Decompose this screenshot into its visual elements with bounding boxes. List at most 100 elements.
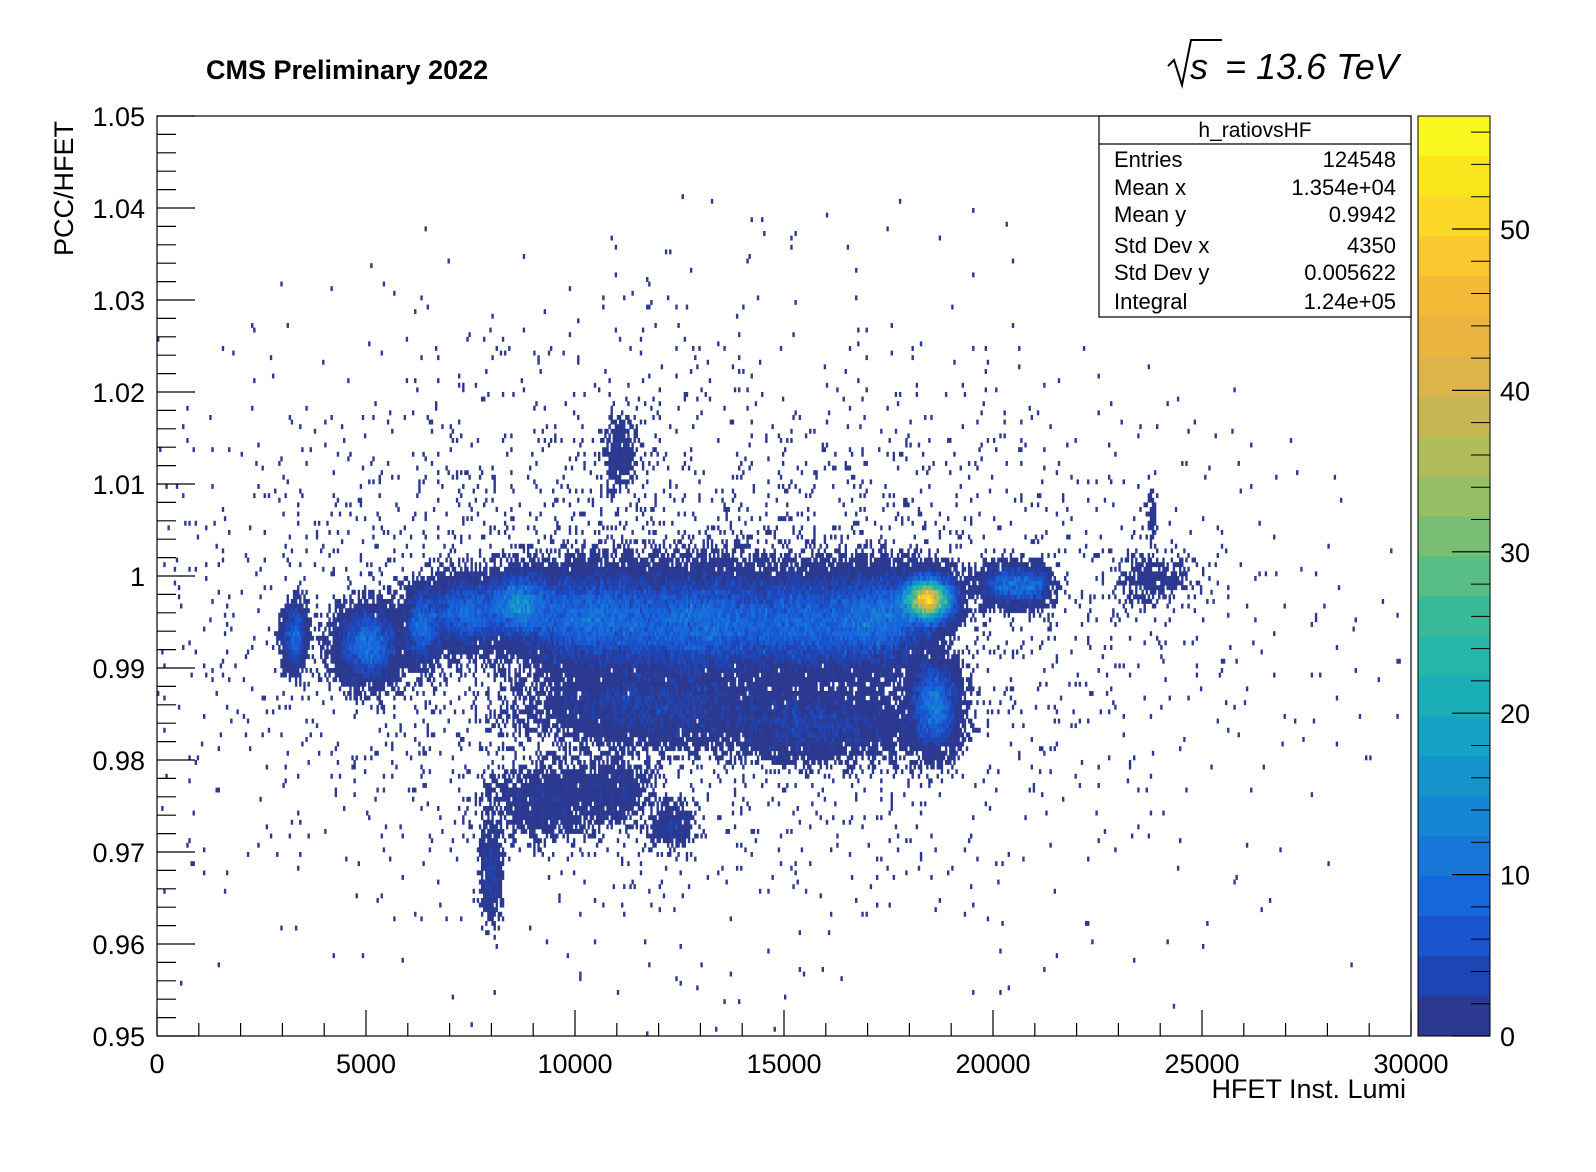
heatmap-cell: [798, 750, 802, 756]
heatmap-cell: [869, 737, 873, 742]
heatmap-cell: [294, 925, 298, 931]
heatmap-cell: [610, 714, 613, 719]
heatmap-cell: [600, 723, 603, 729]
heatmap-cell: [673, 847, 676, 853]
heatmap-cell: [583, 824, 586, 830]
heatmap-cell: [620, 778, 624, 784]
heatmap-cell: [623, 695, 626, 701]
heatmap-cell: [815, 709, 818, 715]
heatmap-cell: [817, 709, 820, 715]
heatmap-cell: [620, 750, 624, 756]
heatmap-cell: [547, 709, 551, 715]
heatmap-cell: [692, 838, 695, 844]
heatmap-cell: [706, 875, 710, 880]
heatmap-cell: [309, 732, 312, 738]
heatmap-cell: [648, 888, 651, 894]
heatmap-cell: [518, 792, 521, 798]
heatmap-cell: [892, 723, 896, 729]
heatmap-cell: [307, 833, 310, 839]
heatmap-cell: [896, 709, 900, 715]
heatmap-cell: [512, 792, 515, 798]
heatmap-cell: [491, 888, 494, 894]
heatmap-cell: [744, 847, 747, 853]
heatmap-cell: [1185, 787, 1188, 793]
heatmap-cell: [562, 787, 565, 793]
heatmap-cell: [526, 714, 530, 719]
heatmap-cell: [949, 718, 952, 724]
heatmap-cell: [669, 760, 672, 765]
heatmap-cell: [639, 806, 643, 811]
heatmap-cell: [597, 810, 601, 816]
heatmap-cell: [869, 773, 873, 779]
heatmap-cell: [819, 893, 822, 899]
heatmap-cell: [863, 741, 866, 747]
heatmap-cell: [585, 700, 588, 706]
heatmap-cell: [646, 796, 649, 802]
heatmap-cell: [936, 714, 939, 719]
heatmap-cell: [765, 778, 768, 784]
heatmap-cell: [552, 723, 555, 729]
heatmap-cell: [554, 723, 557, 729]
heatmap-cell: [924, 755, 927, 761]
heatmap-cell: [957, 700, 960, 706]
heatmap-cell: [930, 700, 933, 706]
heatmap-cell: [861, 718, 864, 724]
heatmap-cell: [608, 704, 611, 710]
heatmap-cell: [627, 824, 630, 830]
heatmap-cell: [635, 732, 638, 738]
heatmap-cell: [798, 737, 802, 742]
heatmap-cell: [846, 709, 850, 715]
heatmap-cell: [666, 801, 670, 807]
heatmap-cell: [382, 787, 386, 793]
heatmap-cell: [658, 741, 661, 747]
heatmap-cell: [894, 741, 898, 747]
heatmap-cell: [618, 810, 622, 816]
heatmap-cell: [744, 718, 747, 724]
heatmap-cell: [771, 741, 774, 747]
heatmap-cell: [641, 824, 645, 830]
heatmap-cell: [892, 727, 896, 733]
heatmap-cell: [961, 741, 965, 747]
heatmap-cell: [531, 695, 534, 701]
heatmap-cell: [928, 746, 931, 752]
heatmap-cell: [533, 787, 536, 793]
heatmap-cell: [723, 750, 726, 756]
heatmap-cell: [639, 737, 643, 742]
heatmap-cell: [570, 755, 574, 761]
heatmap-cell: [455, 856, 459, 862]
heatmap-cell: [491, 760, 494, 765]
heatmap-cell: [750, 723, 753, 729]
heatmap-cell: [591, 700, 595, 706]
heatmap-cell: [1091, 939, 1094, 945]
heatmap-cell: [650, 801, 653, 807]
heatmap-cell: [677, 810, 680, 816]
heatmap-cell: [953, 732, 956, 738]
heatmap-cell: [443, 727, 446, 733]
heatmap-cell: [944, 723, 948, 729]
heatmap-cell: [681, 842, 684, 848]
heatmap-cell: [903, 700, 906, 706]
heatmap-cell: [664, 824, 668, 830]
heatmap-cell: [706, 792, 710, 798]
heatmap-cell: [639, 792, 643, 798]
heatmap-cell: [846, 769, 850, 775]
heatmap-cell: [809, 750, 812, 756]
heatmap-cell: [549, 833, 553, 839]
heatmap-cell: [677, 773, 680, 779]
heatmap-cell: [535, 727, 538, 733]
heatmap-cell: [616, 787, 620, 793]
heatmap-cell: [556, 700, 559, 706]
heatmap-cell: [1053, 704, 1056, 710]
heatmap-cell: [838, 732, 841, 738]
heatmap-cell: [1087, 856, 1090, 862]
heatmap-cell: [543, 778, 547, 784]
heatmap-cell: [681, 824, 684, 830]
heatmap-cell: [535, 718, 538, 724]
heatmap-cell: [595, 796, 599, 802]
heatmap-cell: [478, 852, 482, 857]
heatmap-cell: [501, 732, 505, 738]
heatmap-cell: [850, 741, 854, 747]
heatmap-cell: [752, 723, 756, 729]
heatmap-cell: [506, 769, 509, 775]
heatmap-cell: [915, 704, 919, 710]
